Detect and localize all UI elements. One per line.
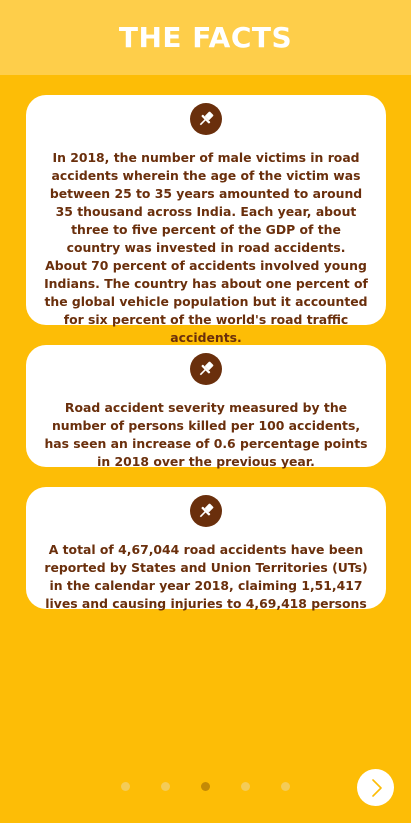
- fact-text: In 2018, the number of male victims in r…: [44, 150, 368, 345]
- header-bar: THE FACTS: [0, 0, 411, 75]
- pushpin-icon: [190, 495, 222, 527]
- page-title: THE FACTS: [118, 21, 293, 54]
- page-dot-4[interactable]: [241, 782, 250, 791]
- pushpin-icon: [190, 103, 222, 135]
- chevron-right-icon: [371, 778, 382, 797]
- fact-card: A total of 4,67,044 road accidents have …: [26, 487, 386, 611]
- fact-card: Road accident severity measured by the n…: [26, 345, 386, 469]
- page-dot-1[interactable]: [121, 782, 130, 791]
- next-button[interactable]: [357, 769, 394, 806]
- page-dot-3[interactable]: [201, 782, 210, 791]
- fact-text: A total of 4,67,044 road accidents have …: [44, 542, 368, 611]
- page-dot-5[interactable]: [281, 782, 290, 791]
- fact-text: Road accident severity measured by the n…: [44, 400, 368, 469]
- page-indicator: [0, 782, 411, 792]
- pushpin-icon: [190, 353, 222, 385]
- fact-card: In 2018, the number of male victims in r…: [26, 95, 386, 345]
- page-dot-2[interactable]: [161, 782, 170, 791]
